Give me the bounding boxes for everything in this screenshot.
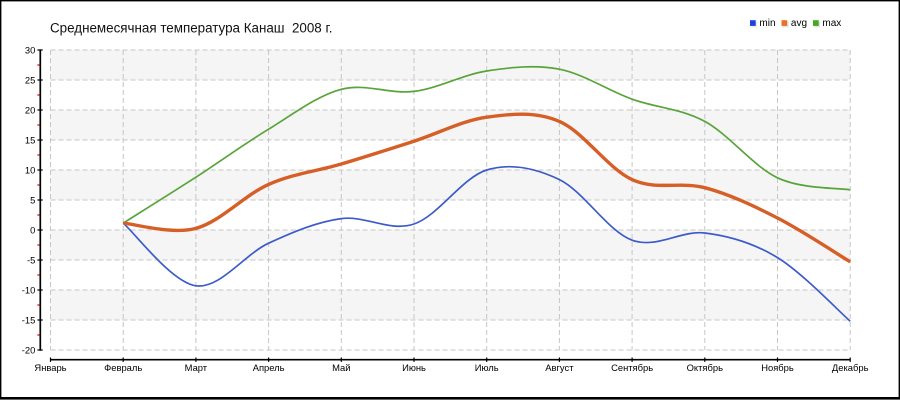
svg-text:avg: avg	[791, 18, 807, 29]
svg-text:Июнь: Июнь	[402, 362, 426, 373]
svg-text:Август: Август	[545, 362, 574, 373]
svg-text:30: 30	[25, 44, 35, 55]
svg-text:Январь: Январь	[34, 362, 66, 373]
svg-text:-5: -5	[27, 254, 35, 265]
svg-text:Среднемесячная температура Кан: Среднемесячная температура Канаш 2008 г.	[50, 20, 332, 35]
svg-text:Март: Март	[185, 362, 208, 373]
svg-text:15: 15	[25, 134, 35, 145]
svg-text:Декабрь: Декабрь	[832, 362, 869, 373]
svg-text:Апрель: Апрель	[253, 362, 285, 373]
svg-text:0: 0	[30, 224, 35, 235]
svg-text:min: min	[759, 18, 775, 29]
svg-text:-15: -15	[22, 314, 36, 325]
svg-text:20: 20	[25, 104, 35, 115]
svg-text:Ноябрь: Ноябрь	[761, 362, 794, 373]
svg-text:-10: -10	[22, 284, 36, 295]
svg-text:Сентябрь: Сентябрь	[611, 362, 653, 373]
svg-text:Июль: Июль	[475, 362, 499, 373]
svg-text:max: max	[822, 18, 841, 29]
svg-text:Октябрь: Октябрь	[687, 362, 723, 373]
svg-text:10: 10	[25, 164, 35, 175]
svg-text:Май: Май	[332, 362, 350, 373]
svg-text:Февраль: Февраль	[104, 362, 142, 373]
svg-text:25: 25	[25, 74, 35, 85]
svg-text:-20: -20	[22, 344, 36, 355]
svg-text:5: 5	[30, 194, 35, 205]
